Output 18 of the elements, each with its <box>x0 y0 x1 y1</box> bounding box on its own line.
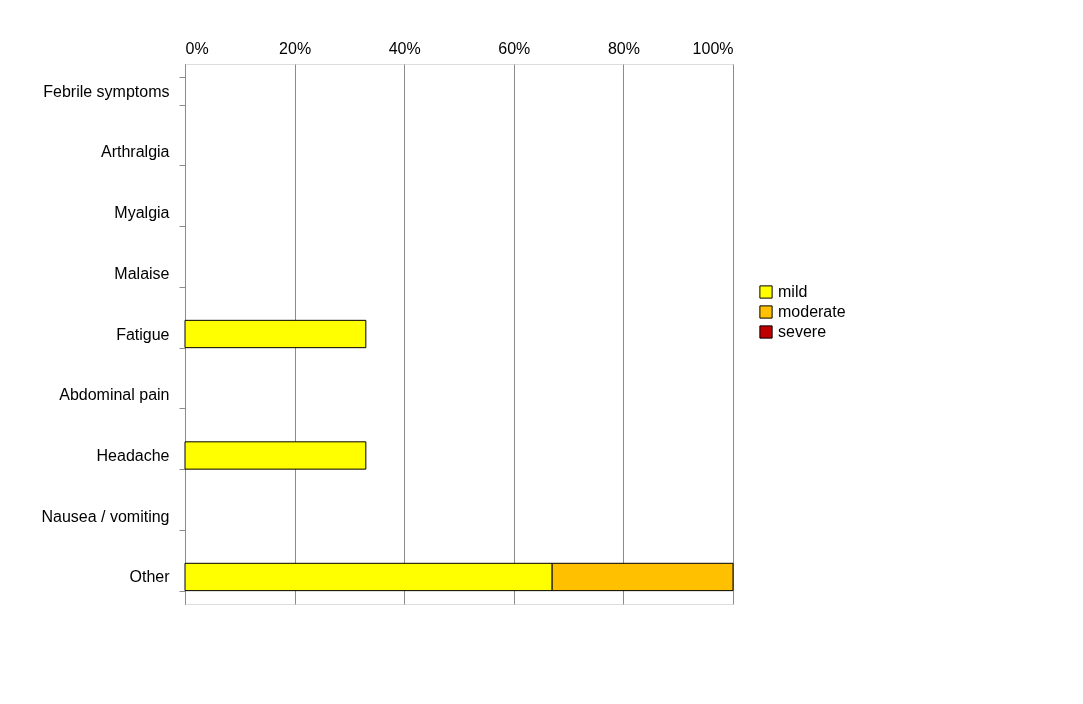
y-tick-label: Other <box>129 568 171 586</box>
x-tick-label: 60% <box>498 39 531 57</box>
legend-label: severe <box>778 323 827 340</box>
y-tick-label: Arthralgia <box>101 143 170 161</box>
y-tick-label: Headache <box>96 446 170 464</box>
x-tick-label: 100% <box>692 39 734 57</box>
legend-label: moderate <box>778 303 846 320</box>
y-tick-label: Abdominal pain <box>59 386 170 404</box>
x-tick-label: 40% <box>388 39 421 57</box>
y-tick-label: Febrile symptoms <box>43 82 170 100</box>
x-tick-label: 20% <box>279 39 312 57</box>
y-tick-label: Fatigue <box>116 325 170 343</box>
y-tick-label: Malaise <box>114 264 170 282</box>
x-tick-label: 0% <box>185 39 209 57</box>
y-tick-label: Nausea / vomiting <box>41 507 170 525</box>
legend-label: mild <box>778 283 808 300</box>
y-tick-label: Myalgia <box>114 204 170 222</box>
x-tick-label: 80% <box>607 39 640 57</box>
